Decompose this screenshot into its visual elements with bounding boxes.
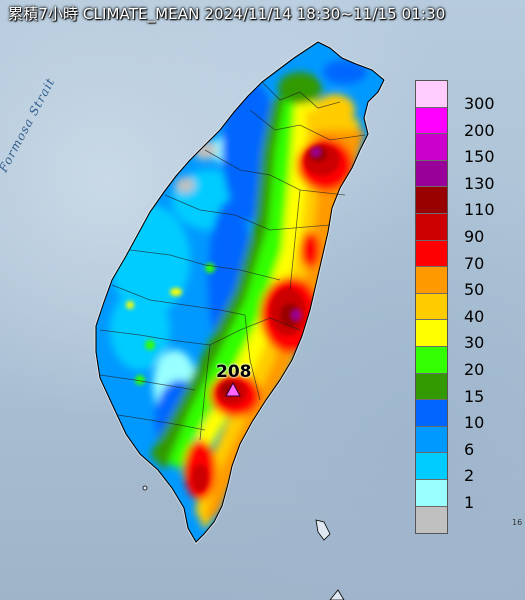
legend-label: 300 <box>464 94 495 113</box>
legend-label: 10 <box>464 413 485 433</box>
legend-swatch <box>416 267 447 294</box>
max-rainfall-label: 208 <box>216 362 252 382</box>
legend-swatch <box>416 213 447 241</box>
legend-label: 90 <box>464 227 485 246</box>
legend-label: 110 <box>464 200 495 220</box>
legend-swatch <box>416 160 447 188</box>
legend-label: 2 <box>464 466 475 486</box>
legend-swatch <box>416 320 447 347</box>
legend-swatch <box>416 134 447 161</box>
legend-swatch <box>416 373 447 401</box>
rainfall-field <box>96 42 384 542</box>
legend-swatch <box>416 293 447 321</box>
island-coastline <box>95 41 385 543</box>
edge-digits: 16 <box>512 518 523 527</box>
legend-label: 30 <box>464 333 485 353</box>
legend-swatch <box>416 107 447 135</box>
legend-label: 1 <box>464 493 475 512</box>
legend-swatch <box>416 479 447 507</box>
legend-label: 6 <box>464 439 475 459</box>
legend-label: 70 <box>464 253 485 273</box>
legend-swatch <box>416 240 447 268</box>
legend-label: 200 <box>464 120 495 140</box>
legend-swatch <box>416 400 447 427</box>
legend-label: 20 <box>464 360 485 379</box>
legend-label: 150 <box>464 147 495 167</box>
legend-swatch <box>416 426 447 454</box>
max-rainfall-marker <box>225 381 241 397</box>
offshore-islands <box>142 485 345 600</box>
legend-swatch <box>416 81 447 108</box>
legend-label: 130 <box>464 173 495 193</box>
legend-label: 50 <box>464 280 485 300</box>
legend-label: 15 <box>464 386 485 406</box>
county-boundaries <box>99 81 366 441</box>
color-legend <box>415 80 448 535</box>
legend-label: 40 <box>464 306 485 326</box>
map-title: 累積7小時 CLIMATE_MEAN 2024/11/14 18:30~11/1… <box>8 5 446 23</box>
legend-swatch <box>416 506 447 534</box>
legend-swatch <box>416 187 447 214</box>
legend-swatch <box>416 346 447 374</box>
legend-swatch <box>416 453 447 480</box>
